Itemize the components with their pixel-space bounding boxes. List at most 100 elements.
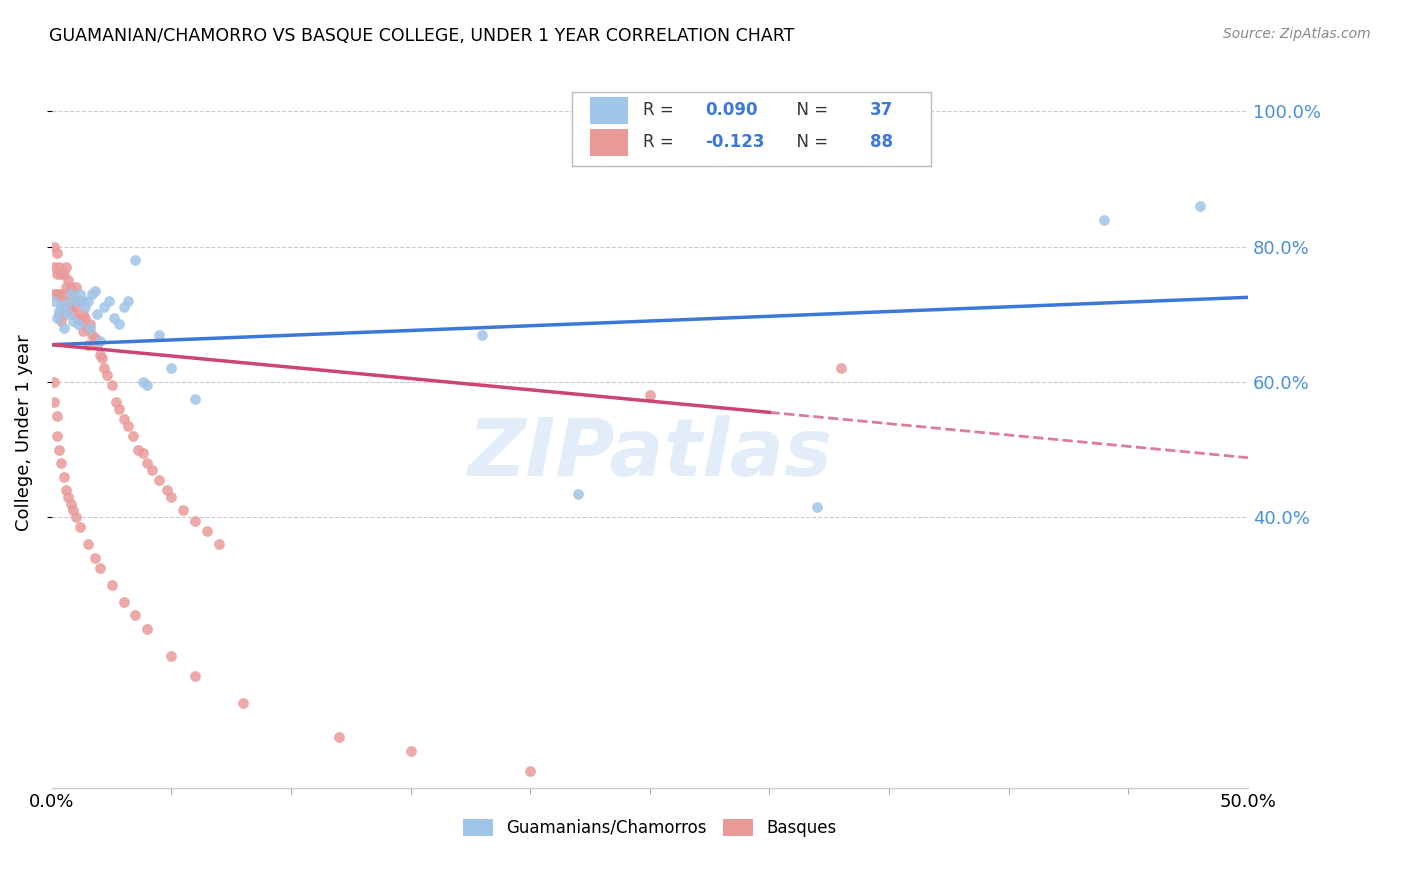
- Point: [45, 246, 67, 260]
- Point: [830, 361, 852, 376]
- Point: [75, 301, 97, 315]
- Point: [567, 486, 589, 500]
- Point: [67, 318, 90, 332]
- Text: Source: ZipAtlas.com: Source: ZipAtlas.com: [1223, 27, 1371, 41]
- Point: [62, 307, 84, 321]
- Point: [155, 483, 177, 497]
- Point: [93, 361, 115, 376]
- Point: [55, 301, 77, 315]
- Point: [59, 280, 82, 294]
- Point: [48, 303, 70, 318]
- Point: [58, 307, 80, 321]
- Point: [100, 378, 122, 392]
- FancyBboxPatch shape: [591, 128, 628, 155]
- Point: [124, 253, 146, 268]
- Point: [69, 314, 91, 328]
- Point: [79, 320, 101, 334]
- Point: [76, 293, 98, 308]
- Point: [72, 324, 94, 338]
- Point: [103, 310, 125, 325]
- Point: [399, 744, 422, 758]
- Point: [117, 418, 139, 433]
- Point: [96, 368, 118, 383]
- Point: [72, 307, 94, 321]
- Point: [55, 297, 77, 311]
- Point: [638, 388, 661, 402]
- Point: [112, 412, 135, 426]
- Point: [48, 442, 70, 457]
- Point: [72, 293, 94, 308]
- Point: [79, 318, 101, 332]
- Point: [195, 524, 218, 538]
- Point: [83, 331, 105, 345]
- Point: [117, 293, 139, 308]
- Text: N =: N =: [786, 101, 834, 120]
- Point: [65, 510, 87, 524]
- Point: [59, 287, 82, 301]
- Point: [93, 301, 115, 315]
- Point: [45, 310, 67, 325]
- Point: [519, 764, 541, 778]
- Point: [52, 267, 75, 281]
- Point: [160, 361, 183, 376]
- Point: [51, 293, 73, 308]
- Point: [86, 337, 108, 351]
- Point: [122, 429, 145, 443]
- Point: [65, 301, 87, 315]
- Point: [58, 293, 80, 308]
- Point: [127, 442, 149, 457]
- Point: [136, 378, 159, 392]
- Point: [58, 490, 80, 504]
- Point: [89, 348, 111, 362]
- Point: [65, 293, 87, 308]
- Point: [65, 280, 87, 294]
- Point: [69, 293, 91, 308]
- Point: [51, 456, 73, 470]
- Point: [232, 696, 254, 710]
- Point: [52, 320, 75, 334]
- Point: [82, 327, 104, 342]
- Point: [806, 500, 828, 514]
- Point: [131, 446, 153, 460]
- Point: [69, 520, 91, 534]
- Point: [148, 327, 170, 342]
- Point: [112, 301, 135, 315]
- Point: [67, 293, 90, 308]
- Point: [51, 301, 73, 315]
- Point: [52, 469, 75, 483]
- Point: [160, 490, 183, 504]
- Point: [76, 320, 98, 334]
- Point: [89, 561, 111, 575]
- Point: [45, 409, 67, 423]
- Point: [76, 337, 98, 351]
- Point: [55, 260, 77, 274]
- Point: [52, 307, 75, 321]
- Point: [82, 287, 104, 301]
- FancyBboxPatch shape: [572, 92, 931, 166]
- Point: [44, 287, 66, 301]
- Point: [1092, 212, 1115, 227]
- Point: [184, 514, 207, 528]
- Point: [83, 550, 105, 565]
- Point: [45, 429, 67, 443]
- Point: [48, 260, 70, 274]
- Point: [107, 318, 129, 332]
- Point: [112, 595, 135, 609]
- FancyBboxPatch shape: [591, 96, 628, 124]
- Point: [62, 314, 84, 328]
- Point: [124, 608, 146, 623]
- Point: [55, 280, 77, 294]
- Point: [51, 267, 73, 281]
- Point: [59, 497, 82, 511]
- Point: [58, 273, 80, 287]
- Point: [75, 310, 97, 325]
- Legend: Guamanians/Chamorros, Basques: Guamanians/Chamorros, Basques: [456, 812, 844, 844]
- Point: [44, 293, 66, 308]
- Point: [208, 537, 231, 551]
- Point: [160, 648, 183, 663]
- Y-axis label: College, Under 1 year: College, Under 1 year: [15, 334, 32, 531]
- Text: ZIPatlas: ZIPatlas: [467, 415, 832, 493]
- Point: [48, 287, 70, 301]
- Point: [45, 267, 67, 281]
- Point: [44, 375, 66, 389]
